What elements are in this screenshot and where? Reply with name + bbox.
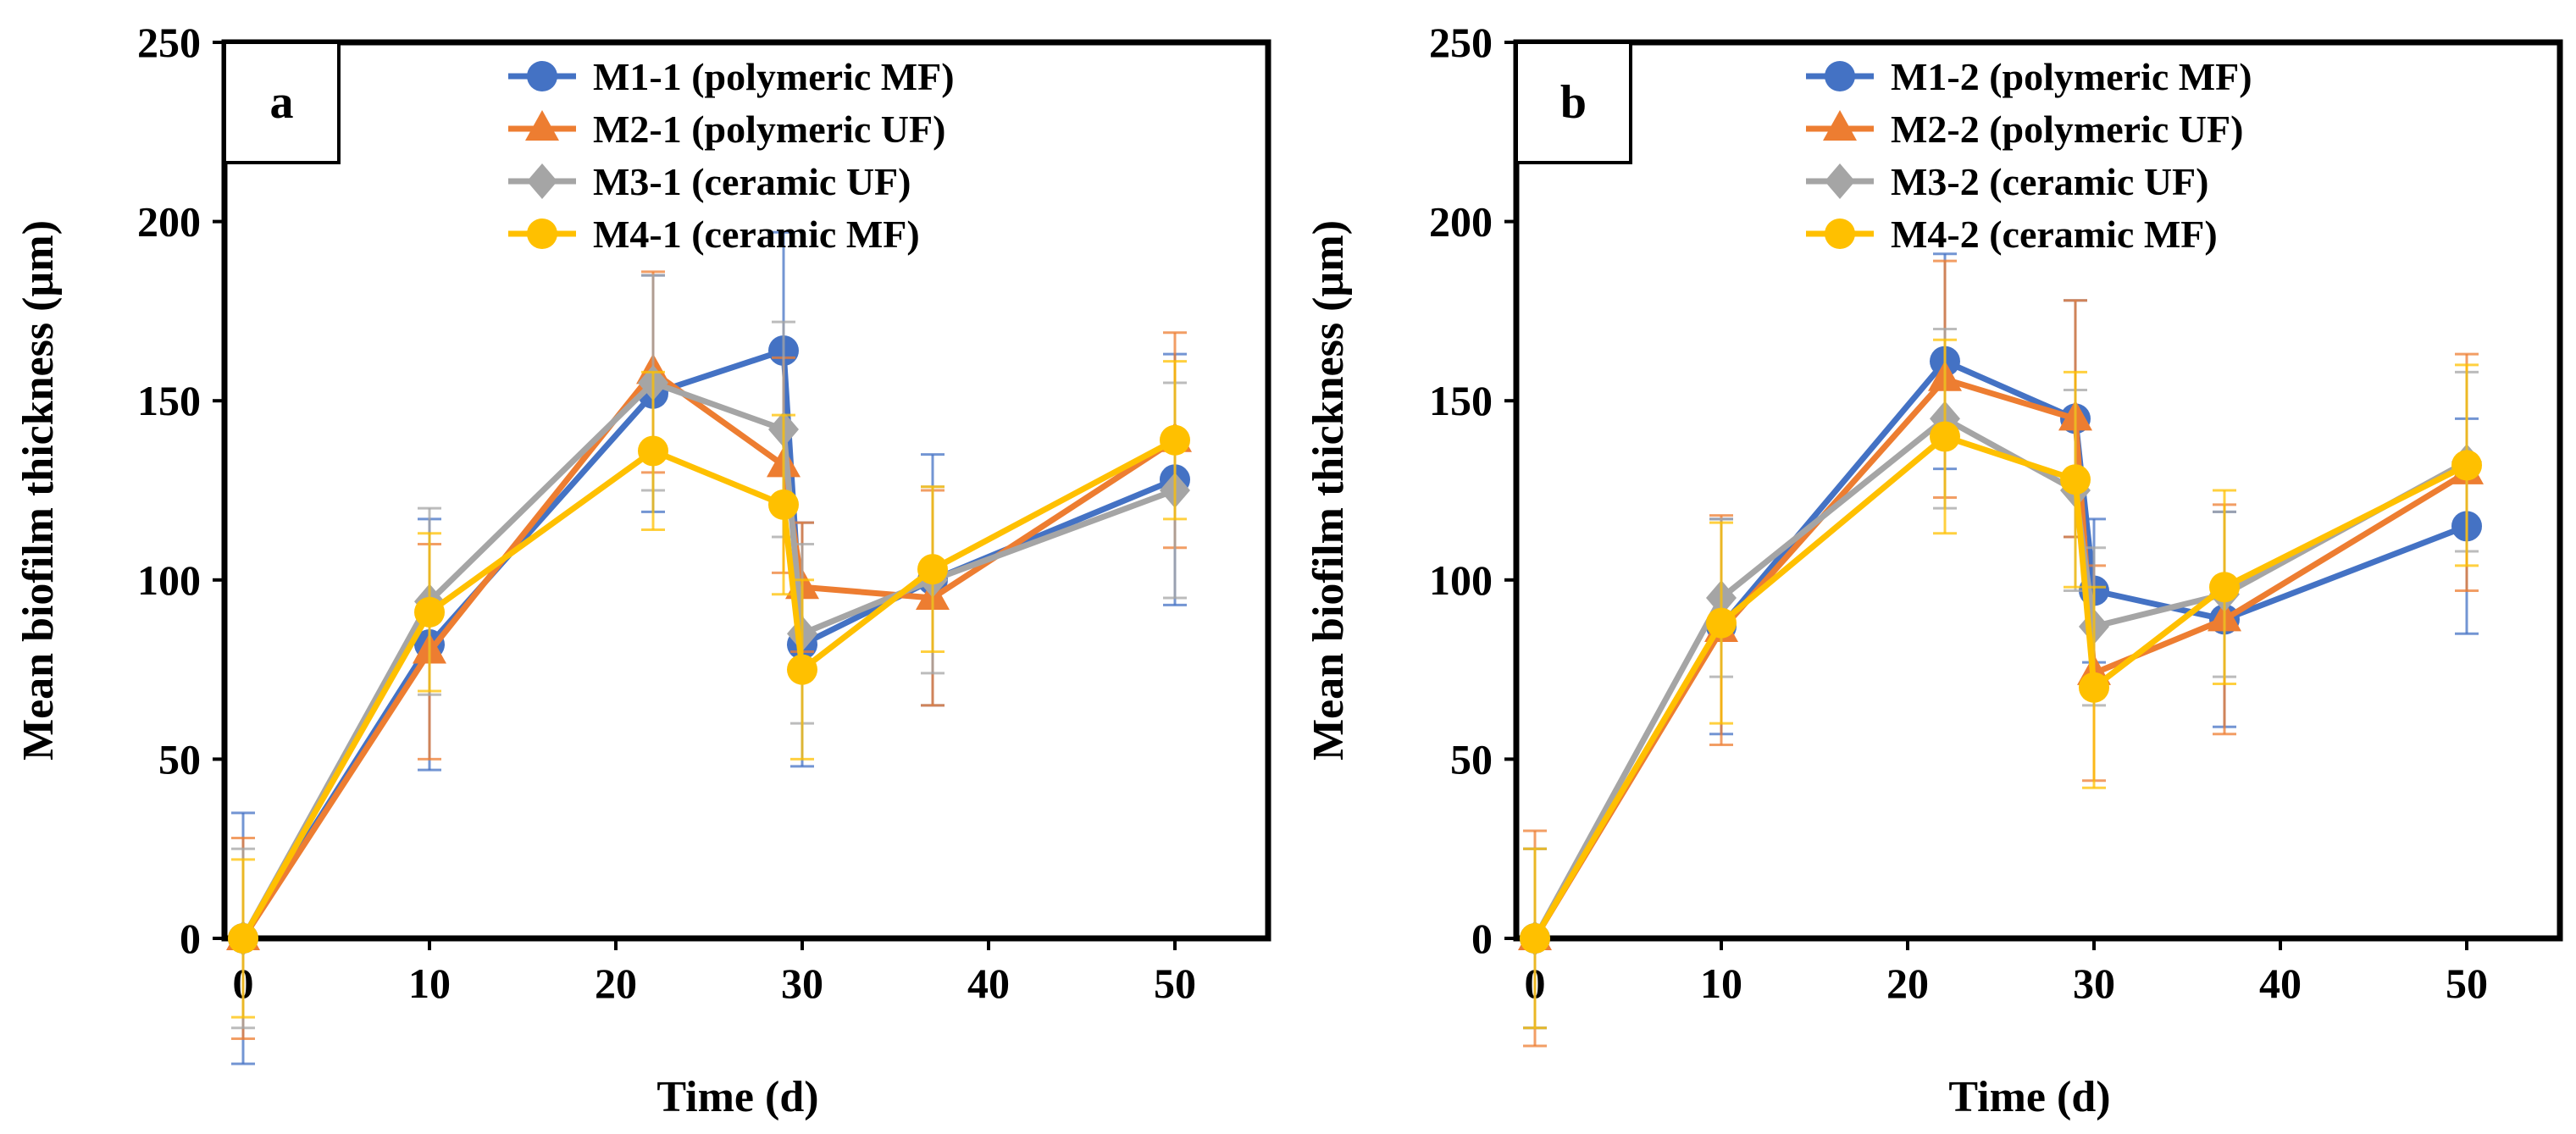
legend-marker: [527, 163, 557, 199]
y-tick-label: 50: [158, 735, 201, 783]
y-tick-label: 250: [137, 19, 201, 66]
data-point: [1520, 923, 1550, 954]
series-line: [1532, 376, 2468, 940]
y-tick-label: 100: [1429, 556, 1493, 604]
plot-frame: [221, 39, 1271, 942]
series-m2-2-polymeric-uf: [1518, 259, 2484, 1048]
legend-label: M2-1 (polymeric UF): [593, 108, 945, 151]
legend: M1-2 (polymeric MF) M2-2 (polymeric UF) M3…: [1806, 55, 2252, 256]
legend-item: M1-2 (polymeric MF): [1806, 55, 2252, 98]
x-tick-label: 30: [2073, 960, 2115, 1007]
data-point: [638, 435, 668, 467]
data-point: [1706, 607, 1737, 639]
legend-label: M2-2 (polymeric UF): [1891, 108, 2243, 151]
y-tick-label: 100: [137, 556, 201, 604]
data-point: [768, 489, 799, 520]
x-tick-label: 10: [1700, 960, 1742, 1007]
y-tick-label: 0: [1471, 915, 1493, 962]
data-point: [787, 654, 817, 685]
x-tick-label: 20: [595, 960, 637, 1007]
x-tick-label: 40: [967, 960, 1010, 1007]
legend-label: M4-1 (ceramic MF): [593, 213, 920, 256]
series-m1-2-polymeric-mf: [1520, 252, 2482, 1030]
data-point: [2451, 450, 2482, 481]
legend-item: M3-1 (ceramic UF): [508, 160, 911, 203]
series-line: [240, 437, 1177, 940]
plot-frame: [1513, 39, 2563, 942]
x-tick-label: 20: [1886, 960, 1929, 1007]
x-tick-label: 40: [2259, 960, 2302, 1007]
x-tick-label: 10: [408, 960, 451, 1007]
series-line: [240, 379, 1177, 940]
legend-marker: [527, 61, 557, 91]
series-m2-1-polymeric-uf: [226, 270, 1192, 1040]
legend-item: M3-2 (ceramic UF): [1806, 160, 2208, 203]
series-m4-2-ceramic-mf: [1520, 338, 2482, 1030]
legend-label: M1-1 (polymeric MF): [593, 55, 955, 98]
data-point: [2079, 672, 2109, 703]
panel-label: b: [1560, 76, 1587, 129]
series-m3-1-ceramic-uf: [228, 274, 1190, 1030]
legend-marker: [1825, 61, 1855, 91]
x-axis-title: Time (d): [656, 1073, 818, 1121]
legend-item: M1-1 (polymeric MF): [508, 55, 955, 98]
legend-marker: [525, 110, 559, 141]
data-point: [917, 554, 948, 585]
y-axis-title: Mean biofilm thickness (µm): [14, 220, 63, 761]
panel-label: a: [270, 76, 294, 129]
y-axis-title: Mean biofilm thickness (µm): [1305, 220, 1353, 761]
legend-label: M3-1 (ceramic UF): [593, 160, 911, 203]
x-tick-label: 30: [781, 960, 823, 1007]
legend-marker: [527, 219, 557, 249]
y-tick-label: 150: [1429, 377, 1493, 424]
y-tick-label: 200: [137, 198, 201, 246]
y-tick-label: 0: [180, 915, 201, 962]
legend-label: M1-2 (polymeric MF): [1891, 55, 2252, 98]
series-line: [241, 368, 1177, 940]
x-axis-title: Time (d): [1948, 1073, 2110, 1121]
legend-marker: [1823, 110, 1857, 141]
data-point: [1160, 424, 1190, 456]
y-tick-label: 250: [1429, 19, 1493, 66]
legend-item: M4-1 (ceramic MF): [508, 213, 920, 256]
data-point: [414, 596, 445, 628]
panel-label-box: [1515, 41, 1632, 164]
legend-marker: [1825, 219, 1855, 249]
legend-label: M3-2 (ceramic UF): [1891, 160, 2208, 203]
series-m3-2-ceramic-uf: [1520, 328, 2482, 1030]
data-point: [1930, 421, 1960, 452]
data-point: [2209, 572, 2240, 603]
y-tick-label: 50: [1450, 735, 1493, 783]
y-tick-label: 150: [137, 377, 201, 424]
legend-marker: [1825, 163, 1855, 199]
series-m4-1-ceramic-mf: [228, 360, 1190, 1019]
legend: M1-1 (polymeric MF) M2-1 (polymeric UF) M3…: [508, 55, 955, 256]
series-line: [241, 347, 1177, 940]
x-tick-label: 50: [2446, 960, 2488, 1007]
y-tick-label: 200: [1429, 198, 1493, 246]
x-tick-label: 50: [1154, 960, 1196, 1007]
data-point: [228, 923, 258, 954]
legend-item: M4-2 (ceramic MF): [1806, 213, 2218, 256]
legend-label: M4-2 (ceramic MF): [1891, 213, 2218, 256]
legend-item: M2-1 (polymeric UF): [508, 108, 945, 151]
data-point: [2060, 464, 2091, 495]
series-line: [1532, 415, 2468, 940]
panel-label-box: [223, 41, 341, 164]
legend-item: M2-2 (polymeric UF): [1806, 108, 2243, 151]
